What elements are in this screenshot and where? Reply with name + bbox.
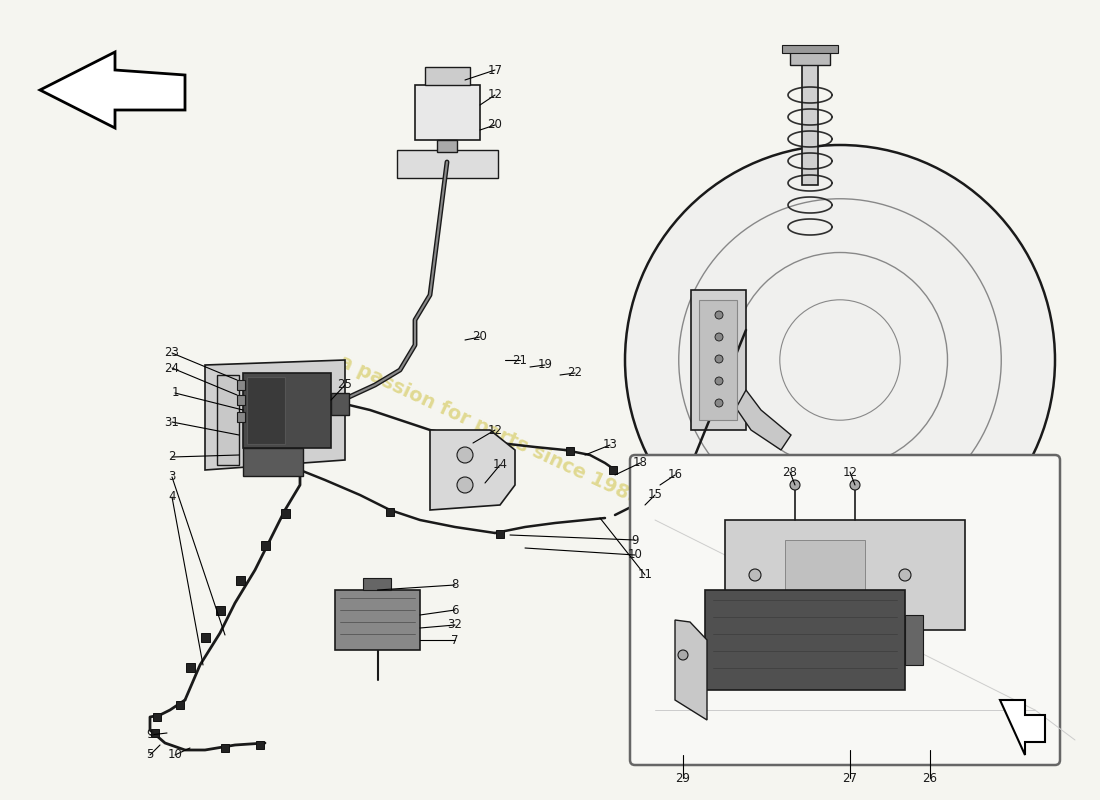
- Bar: [236, 380, 245, 390]
- Text: 7: 7: [451, 634, 459, 646]
- Text: 9: 9: [631, 534, 639, 546]
- Text: 19: 19: [538, 358, 552, 371]
- Text: 27: 27: [843, 771, 858, 785]
- Circle shape: [899, 569, 911, 581]
- Text: 32: 32: [448, 618, 462, 631]
- Bar: [496, 530, 504, 538]
- Circle shape: [790, 480, 800, 490]
- Bar: [785, 540, 865, 590]
- Text: 5: 5: [146, 749, 154, 762]
- Bar: [609, 466, 617, 474]
- Bar: [397, 150, 498, 178]
- Bar: [691, 290, 746, 430]
- Text: 16: 16: [668, 469, 682, 482]
- Bar: [566, 447, 574, 455]
- Circle shape: [678, 650, 688, 660]
- Bar: [217, 375, 239, 465]
- Bar: [802, 65, 818, 185]
- Text: 23: 23: [165, 346, 179, 359]
- Circle shape: [456, 447, 473, 463]
- Text: 20: 20: [487, 118, 503, 131]
- Bar: [216, 606, 224, 614]
- Bar: [151, 729, 160, 737]
- Text: 20: 20: [473, 330, 487, 343]
- Bar: [331, 393, 349, 415]
- Bar: [363, 578, 390, 590]
- Bar: [782, 45, 838, 53]
- Circle shape: [715, 399, 723, 407]
- Circle shape: [715, 333, 723, 341]
- Text: 25: 25: [338, 378, 352, 391]
- Bar: [790, 50, 830, 65]
- Polygon shape: [675, 620, 707, 720]
- Text: 2: 2: [168, 450, 176, 463]
- Bar: [248, 377, 285, 444]
- FancyBboxPatch shape: [630, 455, 1060, 765]
- Bar: [725, 520, 965, 630]
- Circle shape: [715, 377, 723, 385]
- Bar: [176, 701, 184, 709]
- Circle shape: [625, 145, 1055, 575]
- Text: 26: 26: [923, 771, 937, 785]
- Text: 6: 6: [451, 603, 459, 617]
- Polygon shape: [40, 52, 185, 128]
- Polygon shape: [736, 390, 791, 450]
- Bar: [186, 662, 195, 671]
- Bar: [280, 509, 289, 518]
- Polygon shape: [205, 360, 345, 470]
- Bar: [905, 615, 923, 665]
- Text: 28: 28: [782, 466, 797, 478]
- Bar: [200, 633, 209, 642]
- Bar: [243, 373, 331, 448]
- Text: 29: 29: [675, 771, 691, 785]
- Text: 24: 24: [165, 362, 179, 374]
- Bar: [236, 395, 245, 405]
- Text: 10: 10: [167, 749, 183, 762]
- Text: 21: 21: [513, 354, 528, 366]
- Polygon shape: [1000, 700, 1045, 755]
- Text: 8: 8: [451, 578, 459, 591]
- Text: 3: 3: [168, 470, 176, 483]
- Text: 12: 12: [843, 466, 858, 478]
- Circle shape: [456, 477, 473, 493]
- Bar: [698, 300, 737, 420]
- Bar: [437, 140, 456, 152]
- Bar: [153, 713, 161, 721]
- Circle shape: [715, 355, 723, 363]
- Bar: [261, 541, 270, 550]
- Text: a passion for parts since 1985: a passion for parts since 1985: [336, 351, 645, 509]
- Bar: [235, 575, 244, 585]
- Bar: [236, 412, 245, 422]
- Text: 1: 1: [172, 386, 178, 399]
- Text: 15: 15: [648, 489, 662, 502]
- Polygon shape: [430, 430, 515, 510]
- Bar: [256, 741, 264, 749]
- Text: 14: 14: [493, 458, 507, 471]
- Text: 4: 4: [168, 490, 176, 503]
- Circle shape: [715, 311, 723, 319]
- Text: 18: 18: [632, 457, 648, 470]
- Bar: [705, 590, 905, 690]
- Text: 12: 12: [487, 423, 503, 437]
- Bar: [415, 85, 480, 140]
- Text: 13: 13: [603, 438, 617, 451]
- Bar: [221, 744, 229, 752]
- Text: 10: 10: [628, 549, 642, 562]
- Text: 9: 9: [146, 729, 154, 742]
- Text: 31: 31: [165, 415, 179, 429]
- Text: 11: 11: [638, 569, 652, 582]
- Circle shape: [850, 480, 860, 490]
- Text: 22: 22: [568, 366, 583, 379]
- Bar: [243, 448, 302, 476]
- Bar: [336, 590, 420, 650]
- Text: 17: 17: [487, 63, 503, 77]
- Bar: [386, 508, 394, 516]
- Circle shape: [749, 569, 761, 581]
- Bar: [425, 67, 470, 85]
- Text: 12: 12: [487, 89, 503, 102]
